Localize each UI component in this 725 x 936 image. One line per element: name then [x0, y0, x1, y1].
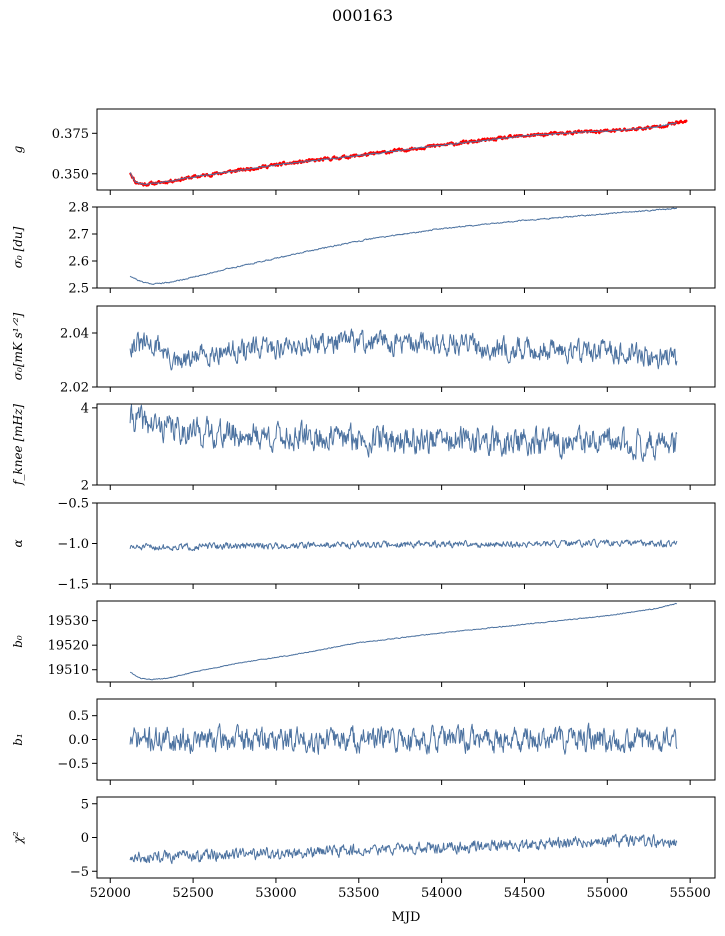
y-tick-label: 2.5	[68, 282, 89, 297]
series-line-g-0	[129, 119, 688, 187]
series-line-sigma0-mk-0	[129, 328, 678, 371]
y-axis-label: χ²	[11, 831, 25, 844]
panels: 0.350 0.375 g 2.5 2.6 2.7 2.8 σ₀ [du] 2.02 2.04 σ₀…	[11, 108, 716, 901]
series-line-alpha-0	[129, 538, 678, 552]
y-tick-label: −0.5	[57, 757, 89, 772]
panel-g: 0.350 0.375 g	[11, 108, 716, 195]
y-tick-label: 0.5	[68, 709, 89, 724]
x-tick-label: 53000	[255, 886, 296, 901]
x-axis-label: MJD	[391, 910, 421, 925]
x-tick-label: 53500	[338, 886, 379, 901]
panel-b0: 19510 19520 19530 b₀	[11, 600, 716, 687]
y-axis-label: g	[11, 145, 25, 153]
y-axis-label: b₀	[11, 635, 25, 648]
panel-chi2: −5 0 5 52000 52500 53000 53500 54000 54500 55000 5…	[11, 796, 716, 901]
axes-frame	[96, 600, 716, 683]
x-tick-label: 52500	[172, 886, 213, 901]
x-tick-label: 52000	[90, 886, 131, 901]
y-tick-label: −1.0	[57, 537, 89, 552]
axes-frame	[96, 698, 716, 781]
series-line-sigma0-du-0	[129, 207, 677, 285]
panel-fknee: 2 4 f_knee [mHz]	[11, 401, 716, 494]
series-line-b0-0	[130, 602, 678, 681]
y-axis-label: α	[11, 539, 25, 547]
y-axis-label: f_knee [mHz]	[11, 404, 25, 486]
panel-sigma0-mk: 2.02 2.04 σ₀[mK s¹ᐟ²]	[11, 305, 716, 396]
panel-b1: −0.5 0.0 0.5 b₁	[11, 698, 716, 785]
axes-frame	[96, 403, 716, 486]
series-line-fknee-0	[129, 404, 678, 462]
axes-frame	[96, 206, 716, 289]
y-tick-label: −0.5	[57, 497, 89, 512]
x-tick-label: 54000	[421, 886, 462, 901]
axes-frame	[96, 305, 716, 388]
y-tick-label: 2.8	[68, 201, 89, 216]
y-tick-label: 5	[81, 797, 89, 812]
x-tick-label: 55000	[587, 886, 628, 901]
x-tick-label: 55500	[669, 886, 710, 901]
panel-alpha: −1.5 −1.0 −0.5 α	[11, 497, 716, 593]
x-tick-label: 54500	[504, 886, 545, 901]
y-tick-label: −1.5	[57, 578, 89, 593]
y-tick-label: 2.04	[60, 327, 89, 342]
y-tick-label: 2.02	[60, 381, 89, 396]
series-line-chi2-0	[129, 833, 678, 865]
y-tick-label: 19510	[48, 663, 89, 678]
y-tick-label: −5	[70, 865, 89, 880]
panel-sigma0-du: 2.5 2.6 2.7 2.8 σ₀ [du]	[11, 201, 716, 297]
y-tick-label: 2.6	[68, 255, 89, 270]
y-tick-label: 0.375	[52, 127, 89, 142]
series-line-b1-0	[129, 722, 678, 755]
axes-frame	[96, 108, 716, 191]
y-tick-label: 0	[81, 831, 89, 846]
figure-title: 000163	[331, 6, 394, 25]
y-tick-label: 2.7	[68, 228, 89, 243]
y-tick-label: 0.350	[52, 167, 89, 182]
y-axis-label: σ₀[mK s¹ᐟ²]	[11, 312, 25, 380]
y-axis-label: b₁	[11, 733, 25, 746]
y-tick-label: 19520	[48, 639, 89, 654]
y-tick-label: 4	[81, 401, 89, 416]
y-tick-label: 0.0	[68, 733, 89, 748]
y-tick-label: 2	[81, 479, 89, 494]
series-line-g-1	[129, 122, 678, 186]
y-tick-label: 19530	[48, 614, 89, 629]
y-axis-label: σ₀ [du]	[11, 226, 25, 268]
